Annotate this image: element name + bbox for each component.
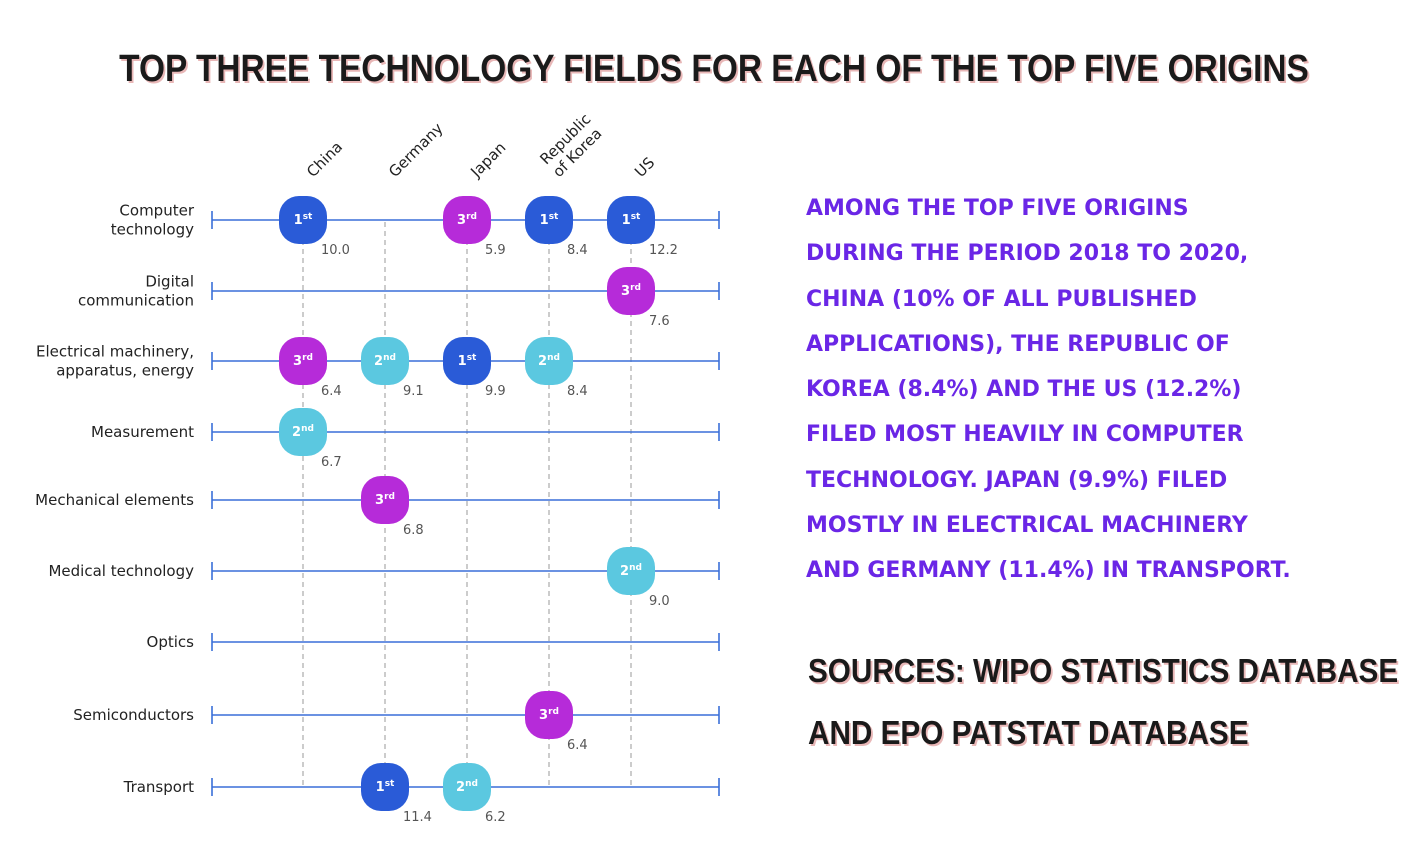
rank-label: 3rd xyxy=(375,492,395,508)
rank-badge: 1st 8.4 xyxy=(525,196,588,258)
field-label: Medical technology xyxy=(48,562,194,580)
origin-label: China xyxy=(303,138,346,181)
value-label: 5.9 xyxy=(485,243,506,258)
summary-line: mostly in electrical machinery xyxy=(806,513,1248,539)
summary-line: China (10% of all published xyxy=(806,286,1197,312)
summary-line: and Germany (11.4%) in transport. xyxy=(806,558,1291,584)
rank-label: 2nd xyxy=(456,779,478,795)
rank-badge: 1st 12.2 xyxy=(607,196,678,258)
rank-badge: 3rd 6.8 xyxy=(361,476,424,538)
rank-label: 3rd xyxy=(293,353,313,369)
value-label: 6.7 xyxy=(321,455,342,470)
rank-badge: 3rd 6.4 xyxy=(279,337,342,399)
summary-line: filed most heavily in computer xyxy=(806,422,1244,448)
field-label: Optics xyxy=(147,633,195,651)
value-label: 8.4 xyxy=(567,384,588,399)
origin-label: US xyxy=(631,154,658,181)
rank-badge-shape xyxy=(607,267,655,315)
rank-badge: 3rd 7.6 xyxy=(607,267,670,329)
rank-badge: 1st 11.4 xyxy=(361,763,432,825)
value-label: 6.4 xyxy=(321,384,342,399)
rank-badge: 3rd 6.4 xyxy=(525,691,588,753)
origin-headers: China Germany Japan Republicof Korea US xyxy=(303,110,658,181)
value-label: 9.9 xyxy=(485,384,506,399)
summary-line: during the period 2018 to 2020, xyxy=(806,241,1249,267)
summary-text: Among the top five origins during the per… xyxy=(806,186,1406,594)
chart-title: TOP THREE TECHNOLOGY FIELDS FOR EACH OF … xyxy=(119,48,1309,90)
rank-badge-shape xyxy=(607,547,655,595)
rank-label: 1st xyxy=(376,779,395,795)
sources-line: SOURCES: WIPO STATISTICS DATABASE xyxy=(808,652,1399,689)
value-label: 9.1 xyxy=(403,384,424,399)
sources-line: AND EPO PATSTAT DATABASE xyxy=(808,714,1249,751)
field-label: Mechanical elements xyxy=(35,491,194,509)
value-label: 12.2 xyxy=(649,243,678,258)
rank-label: 2nd xyxy=(292,424,314,440)
rank-badge-shape xyxy=(361,763,409,811)
field-label: Measurement xyxy=(91,423,194,441)
value-label: 6.4 xyxy=(567,738,588,753)
value-label: 8.4 xyxy=(567,243,588,258)
rank-badge-shape xyxy=(279,196,327,244)
field-label: Computer technology xyxy=(111,202,195,239)
rank-badge-shape xyxy=(361,476,409,524)
origin-label: Germany xyxy=(385,119,447,181)
field-label: Electrical machinery, apparatus, energy xyxy=(36,343,194,380)
value-label: 9.0 xyxy=(649,594,670,609)
rank-label: 2nd xyxy=(538,353,560,369)
value-label: 6.8 xyxy=(403,523,424,538)
field-label: Transport xyxy=(123,778,195,796)
rank-label: 3rd xyxy=(621,283,641,299)
rank-badge: 1st 9.9 xyxy=(443,337,506,399)
rank-badge: 2nd 9.1 xyxy=(361,337,424,399)
rank-badge: 2nd 6.7 xyxy=(279,408,342,470)
rank-badge: 2nd 8.4 xyxy=(525,337,588,399)
rank-badge-shape xyxy=(525,196,573,244)
value-label: 11.4 xyxy=(403,810,432,825)
rank-badge-shape xyxy=(279,337,327,385)
field-label: Digital communication xyxy=(78,273,194,310)
value-label: 10.0 xyxy=(321,243,350,258)
origin-label: Republicof Korea xyxy=(536,110,607,181)
rank-badge-shape xyxy=(607,196,655,244)
rank-badge-shape xyxy=(443,337,491,385)
rank-badge-shape xyxy=(443,763,491,811)
summary-line: applications), the Republic of xyxy=(806,331,1230,357)
rank-badge: 3rd 5.9 xyxy=(443,196,506,258)
rank-label: 1st xyxy=(540,212,559,228)
rank-badge: 2nd 9.0 xyxy=(607,547,670,609)
rank-badge: 1st 10.0 xyxy=(279,196,350,258)
rank-badge-shape xyxy=(525,691,573,739)
value-label: 6.2 xyxy=(485,810,506,825)
summary-line: technology. Japan (9.9%) filed xyxy=(806,467,1228,493)
rank-badge: 2nd 6.2 xyxy=(443,763,506,825)
sources-text: SOURCES: WIPO STATISTICS DATABASE AND EPO… xyxy=(808,640,1399,764)
value-label: 7.6 xyxy=(649,314,670,329)
rank-label: 2nd xyxy=(374,353,396,369)
rank-badge-shape xyxy=(525,337,573,385)
rank-badge-shape xyxy=(361,337,409,385)
summary-line: Among the top five origins xyxy=(806,196,1189,221)
rank-badge-shape xyxy=(443,196,491,244)
rank-label: 3rd xyxy=(539,707,559,723)
origin-label: Japan xyxy=(466,139,509,182)
rank-badges: 1st 10.0 3rd 5.9 1st 8.4 1st 12.2 3rd 7.6 3rd 6.4 2n… xyxy=(279,196,678,825)
rank-badge-shape xyxy=(279,408,327,456)
rank-label: 1st xyxy=(294,212,313,228)
field-label: Semiconductors xyxy=(73,706,194,724)
origin-guides xyxy=(302,222,632,787)
summary-line: Korea (8.4%) and the US (12.2%) xyxy=(806,377,1242,403)
rank-label: 1st xyxy=(622,212,641,228)
rank-label: 2nd xyxy=(620,563,642,579)
rank-label: 3rd xyxy=(457,212,477,228)
rank-label: 1st xyxy=(458,353,477,369)
technology-fields-chart: Computer technology Digital communication El… xyxy=(35,110,720,825)
